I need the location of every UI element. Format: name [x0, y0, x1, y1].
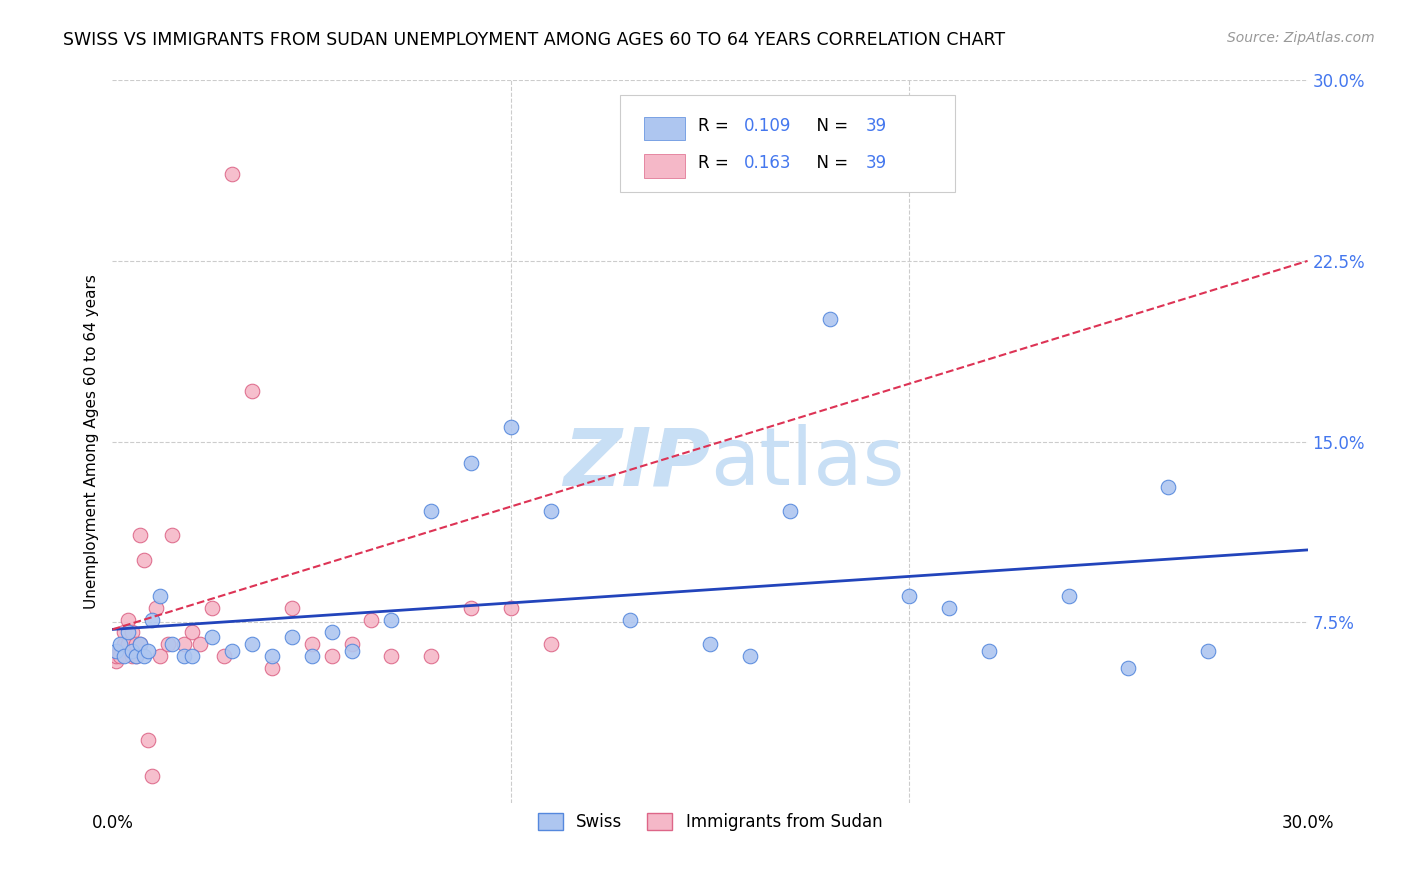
Point	[420, 648, 443, 663]
Point	[157, 637, 180, 651]
Point	[201, 630, 224, 644]
Point	[818, 311, 841, 326]
Point	[181, 648, 204, 663]
Point	[110, 637, 132, 651]
Text: atlas: atlas	[710, 425, 904, 502]
FancyBboxPatch shape	[644, 117, 685, 140]
Point	[499, 420, 522, 434]
Point	[114, 637, 135, 651]
Point	[134, 552, 156, 566]
Point	[105, 654, 128, 668]
Point	[240, 637, 263, 651]
Point	[460, 456, 482, 470]
Point	[738, 648, 761, 663]
Point	[149, 589, 172, 603]
Point	[162, 637, 183, 651]
Point	[540, 504, 562, 518]
Text: 0.109: 0.109	[744, 117, 790, 135]
Point	[117, 624, 139, 639]
Point	[540, 637, 562, 651]
Point	[260, 648, 283, 663]
Point	[260, 661, 283, 675]
Point	[201, 600, 224, 615]
Text: N =: N =	[806, 117, 853, 135]
Point	[114, 624, 135, 639]
Point	[340, 644, 363, 658]
Point	[117, 613, 139, 627]
Point	[240, 384, 263, 398]
Point	[779, 504, 801, 518]
Point	[699, 637, 721, 651]
Point	[173, 637, 195, 651]
Point	[141, 769, 163, 783]
Point	[129, 637, 152, 651]
Text: R =: R =	[699, 117, 734, 135]
Point	[340, 637, 363, 651]
Text: 39: 39	[866, 117, 887, 135]
Point	[121, 644, 143, 658]
Point	[420, 504, 443, 518]
Point	[321, 648, 343, 663]
Point	[281, 600, 304, 615]
Point	[134, 648, 156, 663]
Point	[977, 644, 1000, 658]
FancyBboxPatch shape	[644, 154, 685, 178]
Point	[499, 600, 522, 615]
Point	[898, 589, 921, 603]
Text: 0.163: 0.163	[744, 154, 792, 172]
Point	[1057, 589, 1080, 603]
Point	[125, 648, 148, 663]
Point	[110, 648, 132, 663]
Point	[138, 733, 160, 747]
Point	[129, 528, 152, 542]
Point	[141, 613, 163, 627]
Point	[117, 637, 139, 651]
Point	[221, 167, 243, 181]
Point	[129, 637, 152, 651]
FancyBboxPatch shape	[620, 95, 955, 193]
Point	[181, 624, 204, 639]
Point	[173, 648, 195, 663]
Point	[360, 613, 382, 627]
Y-axis label: Unemployment Among Ages 60 to 64 years: Unemployment Among Ages 60 to 64 years	[83, 274, 98, 609]
Point	[301, 648, 323, 663]
Point	[619, 613, 641, 627]
Point	[221, 644, 243, 658]
Text: R =: R =	[699, 154, 734, 172]
Point	[145, 600, 167, 615]
Point	[1118, 661, 1140, 675]
Point	[380, 613, 402, 627]
Point	[110, 644, 132, 658]
Point	[162, 528, 183, 542]
Point	[212, 648, 235, 663]
Point	[1197, 644, 1219, 658]
Point	[121, 648, 143, 663]
Text: 39: 39	[866, 154, 887, 172]
Point	[460, 600, 482, 615]
Text: SWISS VS IMMIGRANTS FROM SUDAN UNEMPLOYMENT AMONG AGES 60 TO 64 YEARS CORRELATIO: SWISS VS IMMIGRANTS FROM SUDAN UNEMPLOYM…	[63, 31, 1005, 49]
Point	[188, 637, 211, 651]
Point	[938, 600, 960, 615]
Point	[121, 624, 143, 639]
Text: N =: N =	[806, 154, 853, 172]
Point	[321, 624, 343, 639]
Point	[105, 648, 128, 663]
Point	[149, 648, 172, 663]
Text: Source: ZipAtlas.com: Source: ZipAtlas.com	[1227, 31, 1375, 45]
Legend: Swiss, Immigrants from Sudan: Swiss, Immigrants from Sudan	[531, 806, 889, 838]
Point	[125, 648, 148, 663]
Point	[281, 630, 304, 644]
Point	[138, 644, 160, 658]
Point	[301, 637, 323, 651]
Text: ZIP: ZIP	[562, 425, 710, 502]
Point	[105, 644, 128, 658]
Point	[380, 648, 402, 663]
Point	[114, 648, 135, 663]
Point	[1157, 480, 1180, 494]
Point	[125, 637, 148, 651]
